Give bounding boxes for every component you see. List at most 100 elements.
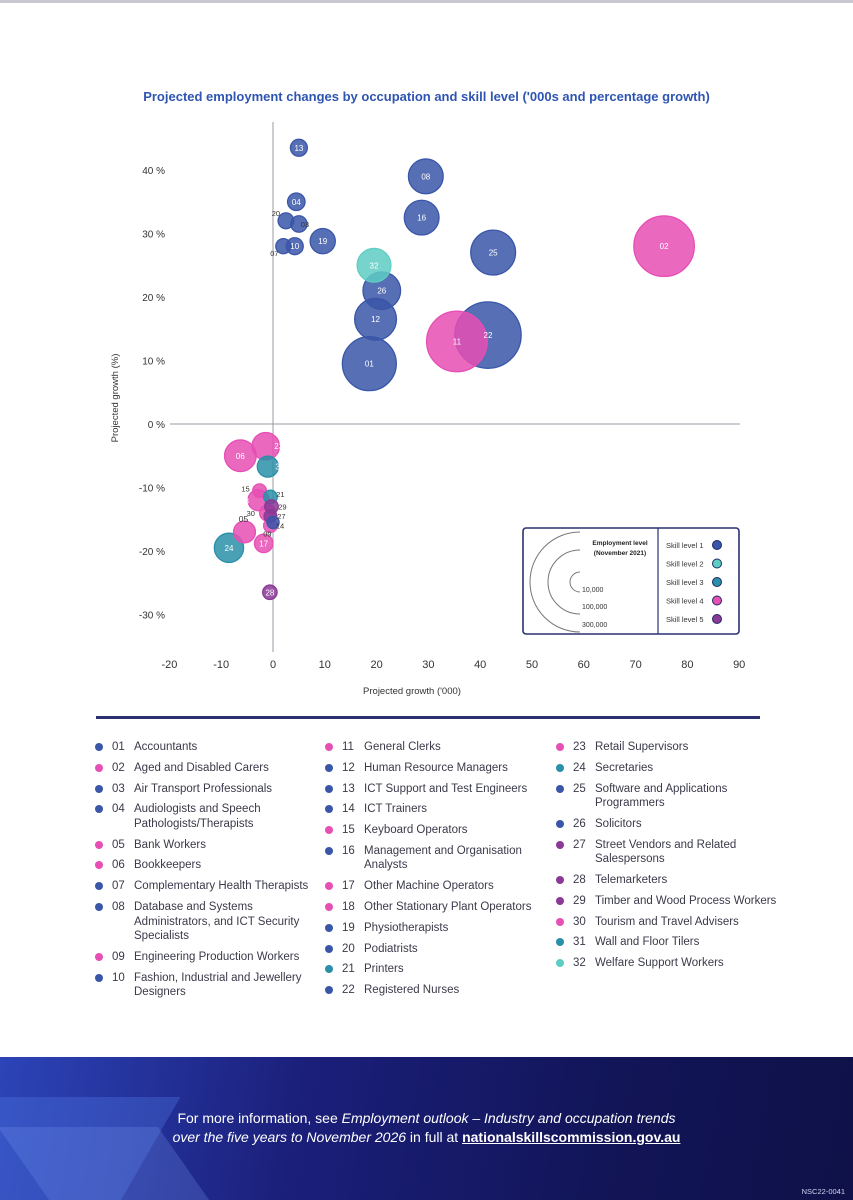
legend-dot [325, 965, 333, 974]
legend-item-20: 20 Podiatrists [325, 942, 555, 957]
legend-number: 22 [342, 984, 355, 997]
legend-dot [556, 819, 564, 828]
legend-skill-swatch [712, 595, 722, 606]
legend-item-09: 09 Engineering Production Workers [95, 950, 325, 965]
x-tick-label: 30 [422, 659, 434, 671]
legend-label: ICT Trainers [364, 803, 428, 816]
legend-item-32: 32 Welfare Support Workers [556, 956, 786, 971]
legend-number: 04 [112, 803, 125, 816]
bubble-32 [356, 247, 392, 283]
legend-number: 31 [573, 936, 586, 949]
legend-dot [325, 986, 333, 995]
legend-number: 11 [342, 741, 354, 753]
bubble-17 [253, 533, 274, 554]
legend-item-05: 05 Bank Workers [95, 838, 325, 853]
legend-item-03: 03 Air Transport Professionals [95, 782, 325, 797]
chart-legend: Employment level (November 2021) 10,000 100… [522, 527, 740, 635]
legend-label: Bookkeepers [134, 859, 202, 872]
legend-item-30: 30 Tourism and Travel Advisers [556, 915, 786, 930]
legend-label: Printers [364, 963, 404, 976]
legend-dot [325, 784, 333, 793]
x-tick-label: 10 [319, 659, 331, 671]
legend-number: 25 [573, 782, 586, 795]
legend-number: 27 [573, 838, 586, 851]
legend-number: 21 [342, 963, 355, 976]
legend-item-29: 29 Timber and Wood Process Workers [556, 894, 786, 909]
footer-text: For more information, see Employment out… [0, 1109, 853, 1147]
legend-number: 20 [342, 942, 355, 955]
legend-frame [522, 527, 740, 635]
legend-size-arc [569, 571, 581, 593]
footer-publication-subtitle: over the five years to November 2026 [172, 1129, 407, 1145]
bubble-19 [309, 227, 336, 255]
legend-label: Registered Nurses [364, 984, 460, 997]
bubble-28 [262, 584, 278, 601]
bubble-02 [633, 215, 696, 278]
legend-number: 10 [112, 971, 125, 984]
legend-number: 19 [342, 921, 355, 934]
bubble-07 [275, 237, 292, 255]
legend-label: Telemarketers [595, 873, 668, 886]
legend-label: Other Stationary Plant Operators [364, 901, 532, 914]
x-tick-label: 0 [270, 659, 276, 671]
bubble-label-31: 31 [275, 463, 284, 472]
legend-label: Welfare Support Workers [595, 957, 724, 970]
bubble-13 [289, 138, 309, 157]
bubble-25 [470, 229, 517, 276]
bubble-label-13: 13 [294, 144, 303, 153]
legend-dot [95, 861, 103, 870]
bubble-label-20: 20 [272, 209, 280, 218]
legend-number: 26 [573, 817, 586, 830]
legend-item-11: 11 General Clerks [325, 740, 555, 755]
y-tick-label: -20 % [139, 547, 165, 558]
legend-item-28: 28 Telemarketers [556, 873, 786, 888]
bubble-label-18: 18 [240, 497, 249, 506]
y-tick-label: -30 % [139, 611, 165, 622]
y-tick-label: 40 % [142, 166, 165, 177]
legend-dot [556, 917, 564, 926]
legend-number: 32 [573, 957, 586, 970]
bubble-label-24: 24 [225, 544, 234, 553]
legend-number: 15 [342, 824, 355, 837]
x-tick-label: 20 [370, 659, 382, 671]
legend-label: Air Transport Professionals [134, 782, 273, 795]
legend-size-title: Employment level [592, 540, 647, 547]
occupation-legend-column-1: 01 Accountants 02 Aged and Disabled Carers 0… [95, 740, 325, 1006]
legend-item-19: 19 Physiotherapists [325, 921, 555, 936]
bubble-31 [256, 455, 280, 478]
legend-label: Tourism and Travel Advisers [595, 915, 739, 928]
legend-dot [95, 952, 103, 961]
legend-number: 14 [342, 803, 355, 816]
legend-label: Wall and Floor Tilers [595, 936, 700, 949]
document-code: NSC22-0041 [801, 1187, 845, 1196]
x-tick-label: 60 [578, 659, 590, 671]
legend-size-label: 100,000 [582, 604, 607, 611]
legend-item-15: 15 Keyboard Operators [325, 823, 555, 838]
legend-item-10: 10 Fashion, Industrial and Jewellery Desi… [95, 971, 325, 1000]
x-axis-title: Projected growth ('000) [363, 686, 461, 697]
legend-label: Retail Supervisors [595, 741, 689, 753]
legend-dot [556, 896, 564, 905]
legend-label: ICT Support and Test Engineers [364, 782, 528, 795]
legend-number: 09 [112, 950, 125, 963]
bubble-label-26: 26 [377, 287, 386, 296]
legend-label: Management and Organisation Analysts [364, 844, 522, 872]
footer-link[interactable]: nationalskillscommission.gov.au [462, 1129, 681, 1145]
bubble-label-02: 02 [660, 242, 669, 251]
bubble-label-23: 23 [274, 442, 283, 451]
legend-dot [325, 763, 333, 772]
legend-label: Podiatrists [364, 942, 418, 955]
bubble-label-21: 21 [276, 490, 284, 499]
legend-size-subtitle: (November 2021) [594, 550, 646, 557]
legend-dot [95, 805, 103, 814]
legend-label: Human Resource Managers [364, 761, 508, 774]
bubble-label-14: 14 [276, 521, 284, 530]
footer-mid: in full at [406, 1129, 463, 1145]
bubble-label-01: 01 [365, 360, 374, 369]
legend-item-17: 17 Other Machine Operators [325, 879, 555, 894]
legend-number: 01 [112, 741, 125, 753]
legend-item-12: 12 Human Resource Managers [325, 761, 555, 776]
bubble-label-19: 19 [318, 237, 327, 246]
legend-label: Accountants [134, 741, 198, 753]
legend-skill-label: Skill level 3 [666, 578, 704, 587]
